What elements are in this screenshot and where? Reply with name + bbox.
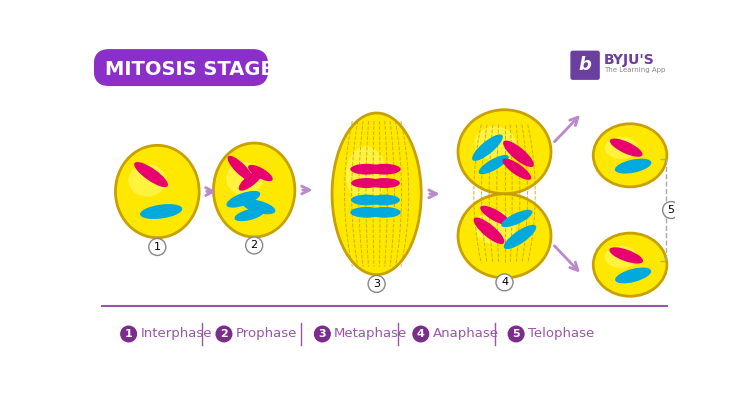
Ellipse shape [458,110,551,194]
Ellipse shape [610,139,643,157]
Text: Prophase: Prophase [236,328,297,340]
Ellipse shape [346,146,386,203]
FancyBboxPatch shape [94,49,268,86]
Ellipse shape [474,211,516,244]
Ellipse shape [373,180,379,186]
Ellipse shape [615,267,651,283]
Circle shape [314,326,331,342]
Ellipse shape [368,164,400,175]
Text: 5: 5 [668,205,675,215]
Ellipse shape [238,171,271,209]
Ellipse shape [351,178,382,188]
Ellipse shape [593,124,667,187]
Ellipse shape [478,155,508,174]
Circle shape [246,237,262,254]
Ellipse shape [369,178,400,188]
Ellipse shape [350,164,382,175]
Ellipse shape [480,206,510,225]
Ellipse shape [227,156,253,181]
Text: 2: 2 [220,329,228,339]
Ellipse shape [615,159,652,173]
Circle shape [120,326,137,342]
Ellipse shape [504,225,536,249]
Ellipse shape [503,141,534,167]
Text: MITOSIS STAGES: MITOSIS STAGES [104,60,287,79]
Ellipse shape [372,197,380,203]
Ellipse shape [350,207,382,218]
Ellipse shape [226,191,260,208]
Ellipse shape [604,133,656,178]
Ellipse shape [226,157,283,223]
Text: 5: 5 [512,329,520,339]
Text: 4: 4 [501,277,508,288]
Ellipse shape [604,246,638,268]
Text: Anaphase: Anaphase [433,328,499,340]
Text: Telophase: Telophase [528,328,594,340]
Circle shape [368,275,386,292]
Ellipse shape [238,169,263,191]
Ellipse shape [593,124,667,187]
Ellipse shape [140,173,174,210]
Text: 1: 1 [154,242,160,252]
Ellipse shape [134,162,168,187]
Ellipse shape [609,247,643,263]
Circle shape [496,274,513,291]
Ellipse shape [214,143,295,237]
Ellipse shape [235,208,265,221]
Ellipse shape [372,166,380,172]
Ellipse shape [358,162,394,226]
Text: 3: 3 [319,329,326,339]
Ellipse shape [373,209,379,216]
Ellipse shape [226,162,262,195]
Ellipse shape [351,195,382,205]
Text: 3: 3 [374,279,380,289]
Circle shape [662,202,680,218]
Ellipse shape [615,143,645,168]
Ellipse shape [369,195,400,205]
Ellipse shape [503,159,531,180]
Ellipse shape [474,126,516,160]
Text: The Learning App: The Learning App [604,67,665,73]
Ellipse shape [128,164,166,197]
Text: b: b [579,56,592,74]
Text: 1: 1 [124,329,133,339]
Text: Metaphase: Metaphase [334,328,407,340]
Circle shape [148,238,166,256]
Ellipse shape [458,194,551,278]
Text: 2: 2 [251,240,258,250]
Ellipse shape [242,200,275,214]
Ellipse shape [332,113,422,275]
Ellipse shape [116,145,200,238]
Ellipse shape [604,243,656,287]
Circle shape [413,326,429,342]
Ellipse shape [593,233,667,296]
Ellipse shape [604,137,638,159]
Text: BYJU'S: BYJU'S [604,53,655,67]
Ellipse shape [248,165,273,181]
Ellipse shape [140,204,182,219]
Text: Interphase: Interphase [140,328,212,340]
Circle shape [508,326,525,342]
Ellipse shape [346,137,408,250]
Ellipse shape [472,135,502,161]
Text: 4: 4 [417,329,424,339]
Ellipse shape [615,252,645,277]
Ellipse shape [214,143,295,237]
Ellipse shape [593,233,667,296]
Ellipse shape [116,145,200,238]
Ellipse shape [332,113,422,275]
Ellipse shape [501,210,532,227]
Circle shape [215,326,232,342]
Ellipse shape [368,207,400,218]
Ellipse shape [474,218,504,244]
Ellipse shape [128,159,187,224]
FancyBboxPatch shape [570,51,600,80]
